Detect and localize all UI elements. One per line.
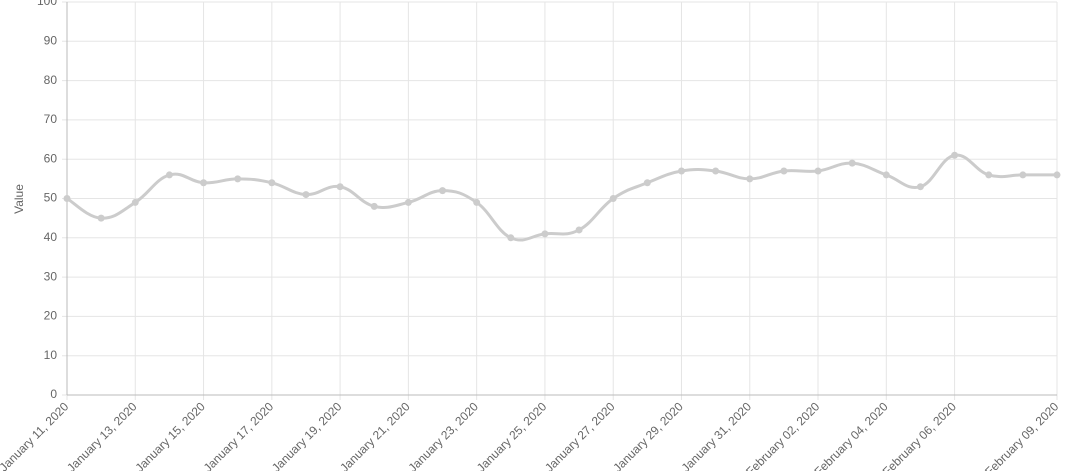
data-point: [234, 175, 242, 183]
data-point: [1053, 171, 1061, 179]
x-tick-label: January 29, 2020: [610, 399, 686, 471]
y-tick-label: 60: [44, 151, 58, 165]
data-point: [575, 226, 583, 234]
data-point: [848, 159, 856, 167]
y-axis-label: Value: [12, 184, 26, 214]
data-point: [268, 179, 276, 187]
data-point: [609, 195, 617, 202]
x-tick-label: January 31, 2020: [679, 399, 755, 471]
y-tick-label: 40: [44, 230, 58, 244]
data-point: [200, 179, 208, 187]
x-tick-label: January 17, 2020: [201, 399, 277, 471]
x-tick-label: January 15, 2020: [132, 399, 208, 471]
data-point: [302, 191, 310, 199]
data-point: [677, 167, 685, 175]
data-point: [780, 167, 788, 175]
data-point: [131, 198, 139, 206]
y-tick-label: 90: [44, 33, 58, 47]
data-point: [814, 167, 822, 175]
data-point: [916, 183, 924, 191]
data-point: [1019, 171, 1027, 179]
data-point: [507, 234, 515, 242]
x-tick-label: January 25, 2020: [474, 399, 550, 471]
data-point: [541, 230, 549, 238]
data-point: [985, 171, 993, 179]
x-tick-label: January 21, 2020: [337, 399, 413, 471]
data-point: [336, 183, 344, 191]
y-tick-label: 50: [44, 191, 58, 205]
x-tick-label: January 13, 2020: [64, 399, 140, 471]
x-tick-label: January 11, 2020: [0, 399, 72, 471]
y-tick-label: 30: [44, 269, 58, 283]
x-tick-label: February 02, 2020: [743, 399, 822, 471]
x-tick-label: February 09, 2020: [982, 399, 1061, 471]
series-line: [66, 153, 1057, 242]
data-point: [165, 171, 173, 179]
data-point: [473, 198, 481, 206]
y-tick-label: 20: [44, 309, 58, 323]
data-point: [951, 151, 959, 159]
y-tick-label: 10: [44, 348, 58, 362]
data-point: [439, 187, 447, 195]
x-tick-label: February 06, 2020: [880, 399, 959, 471]
y-tick-label: 80: [44, 73, 58, 87]
x-tick-label: January 23, 2020: [406, 399, 482, 471]
data-point: [63, 195, 71, 202]
y-tick-label: 0: [50, 387, 57, 401]
data-point: [746, 175, 754, 183]
x-tick-label: January 27, 2020: [542, 399, 618, 471]
x-tick-label: February 04, 2020: [811, 399, 890, 471]
y-tick-label: 100: [37, 0, 57, 8]
x-tick-label: January 19, 2020: [269, 399, 345, 471]
y-tick-label: 70: [44, 112, 58, 126]
data-point: [97, 214, 105, 222]
data-point: [882, 171, 890, 179]
data-point: [404, 198, 412, 206]
data-point: [712, 167, 720, 175]
data-point: [370, 202, 378, 210]
data-point: [643, 179, 651, 187]
